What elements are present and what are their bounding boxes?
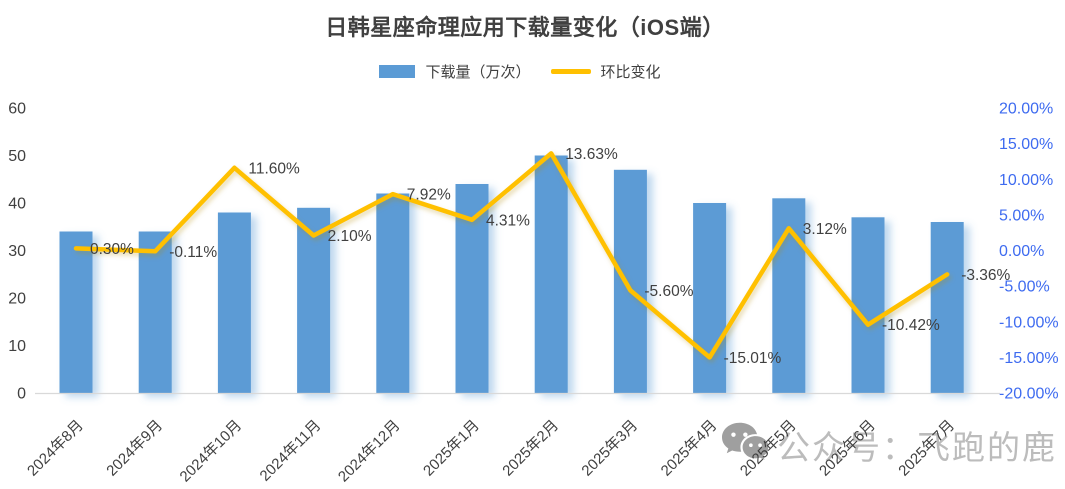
data-label: -3.36% <box>961 267 1010 284</box>
secondary-axis-tick-label: -15.00% <box>999 350 1059 367</box>
x-axis-label: 2025年7月 <box>895 417 958 480</box>
x-axis-label: 2025年1月 <box>420 417 483 480</box>
y-axis-tick-label: 10 <box>8 338 26 355</box>
x-axis-label: 2024年10月 <box>177 417 246 486</box>
chart-title: 日韩星座命理应用下载量变化（iOS端） <box>325 15 725 40</box>
x-axis-label: 2025年6月 <box>816 417 879 480</box>
secondary-axis-tick-label: 10.00% <box>999 172 1053 189</box>
x-axis-label: 2024年12月 <box>335 417 404 486</box>
data-label: 2.10% <box>328 228 372 245</box>
line-group <box>73 151 950 360</box>
download-bar <box>376 193 410 393</box>
secondary-axis-tick-label: 20.00% <box>999 101 1053 118</box>
download-bar <box>613 169 647 394</box>
data-label: 3.12% <box>803 221 847 238</box>
watermark-text: 公众号：飞跑的鹿 <box>777 428 1057 466</box>
wechat-icon <box>720 420 769 469</box>
x-axis-label: 2024年9月 <box>103 417 166 480</box>
bar-legend-label: 下载量（万次） <box>425 64 531 81</box>
secondary-axis-tick-label: 5.00% <box>999 207 1044 224</box>
download-bar <box>851 217 885 394</box>
data-label: 7.92% <box>407 187 451 204</box>
data-label: -10.42% <box>882 317 940 334</box>
download-bar <box>138 231 172 393</box>
x-axis-label: 2024年11月 <box>257 417 325 485</box>
data-label: -5.60% <box>644 283 693 300</box>
download-bar <box>217 212 251 393</box>
data-label: 11.60% <box>248 160 300 177</box>
download-bar <box>297 207 331 394</box>
bar-legend-swatch <box>379 65 416 78</box>
secondary-axis-tick-label: -10.00% <box>999 314 1059 331</box>
y-axis-tick-label: 0 <box>17 386 26 403</box>
x-axis-label: 2025年2月 <box>499 417 562 480</box>
line-legend-label: 环比变化 <box>600 64 661 81</box>
data-label: 0.30% <box>90 241 134 258</box>
data-label: 4.31% <box>486 212 530 229</box>
x-axis-label: 2025年5月 <box>737 417 800 480</box>
download-bar <box>534 155 568 393</box>
data-label: -0.11% <box>169 244 217 261</box>
data-labels-group: 0.30% -0.11% 11.60% 2.10% 7.92% 4.31% 13.63% -5… <box>90 146 1011 367</box>
data-label: -15.01% <box>724 350 782 367</box>
x-axis-label: 2025年4月 <box>658 417 721 480</box>
line-legend-swatch <box>550 69 591 74</box>
download-bar <box>693 203 727 393</box>
secondary-axis-tick-label: 15.00% <box>999 136 1053 153</box>
x-axis-label: 2024年8月 <box>24 417 87 480</box>
y-axis-tick-label: 30 <box>8 243 26 260</box>
x-axis-label: 2025年3月 <box>578 417 641 480</box>
download-bar <box>930 222 964 393</box>
data-label: 13.63% <box>565 146 618 163</box>
mom-change-line <box>73 151 950 360</box>
chart-legend: 下载量（万次） 环比变化 <box>0 61 1050 82</box>
secondary-axis-tick-label: -5.00% <box>999 279 1050 296</box>
y-axis-tick-label: 50 <box>8 148 26 165</box>
y-axis-tick-label: 60 <box>8 101 26 118</box>
secondary-axis-tick-label: 0.00% <box>999 243 1044 260</box>
y-axis-tick-label: 20 <box>8 291 26 308</box>
watermark: 公众号：飞跑的鹿 <box>720 420 1057 469</box>
secondary-axis-tick-label: -20.00% <box>999 386 1059 403</box>
y-axis-tick-label: 40 <box>8 196 26 213</box>
download-bar <box>59 231 93 393</box>
